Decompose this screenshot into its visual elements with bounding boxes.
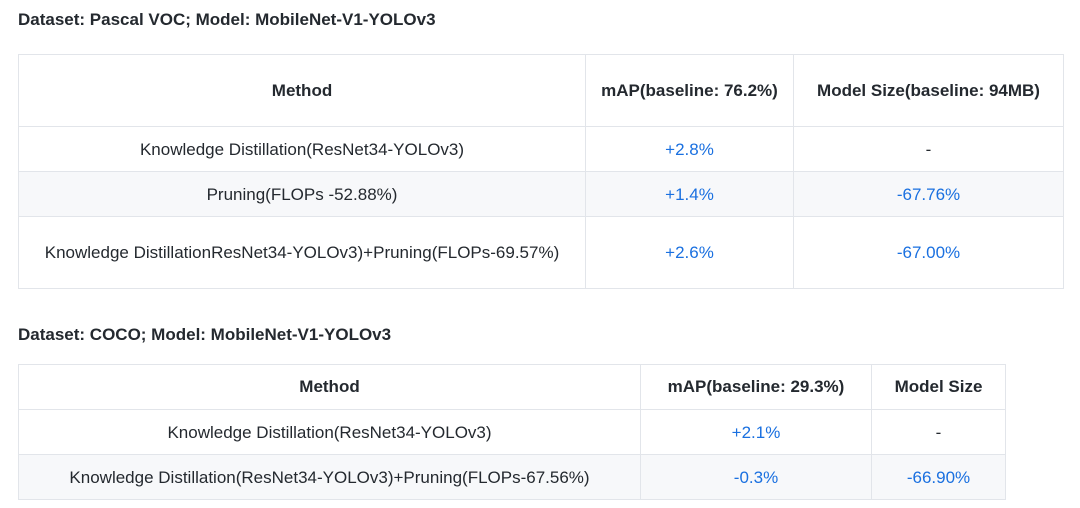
header-row: Method mAP(baseline: 29.3%) Model Size (18, 364, 1006, 410)
method-cell: Knowledge Distillation(ResNet34-YOLOv3) (18, 126, 586, 172)
method-column-header: Method (18, 54, 586, 127)
table-row: Knowledge DistillationResNet34-YOLOv3)+P… (18, 216, 1064, 289)
table-row: Knowledge Distillation(ResNet34-YOLOv3) … (18, 409, 1006, 455)
model-size-value-cell: -67.76% (793, 171, 1064, 217)
model-size-value-cell: -66.90% (871, 454, 1006, 500)
table-row: Knowledge Distillation(ResNet34-YOLOv3)+… (18, 454, 1006, 500)
table-row: Pruning(FLOPs -52.88%) +1.4% -67.76% (18, 171, 1064, 217)
pascal-voc-title: Dataset: Pascal VOC; Model: MobileNet-V1… (18, 10, 436, 29)
method-cell: Pruning(FLOPs -52.88%) (18, 171, 586, 217)
model-size-value-cell: - (871, 409, 1006, 455)
header-row: Method mAP(baseline: 76.2%) Model Size(b… (18, 54, 1064, 127)
method-cell: Knowledge DistillationResNet34-YOLOv3)+P… (18, 216, 586, 289)
results-table-pascal-voc: Method mAP(baseline: 76.2%) Model Size(b… (18, 54, 1064, 289)
coco-title: Dataset: COCO; Model: MobileNet-V1-YOLOv… (18, 325, 392, 344)
map-value-cell: +2.1% (640, 409, 872, 455)
map-value-cell: -0.3% (640, 454, 872, 500)
results-table-coco: Method mAP(baseline: 29.3%) Model Size K… (18, 364, 1006, 500)
model-size-column-header: Model Size (871, 364, 1006, 410)
map-value-cell: +2.6% (585, 216, 794, 289)
map-column-header: mAP(baseline: 76.2%) (585, 54, 794, 127)
method-cell: Knowledge Distillation(ResNet34-YOLOv3) (18, 409, 641, 455)
map-value-cell: +1.4% (585, 171, 794, 217)
model-size-value-cell: - (793, 126, 1064, 172)
method-column-header: Method (18, 364, 641, 410)
coco-section: Dataset: COCO; Model: MobileNet-V1-YOLOv… (18, 325, 1062, 500)
method-cell: Knowledge Distillation(ResNet34-YOLOv3)+… (18, 454, 641, 500)
model-size-column-header: Model Size(baseline: 94MB) (793, 54, 1064, 127)
map-column-header: mAP(baseline: 29.3%) (640, 364, 872, 410)
table-row: Knowledge Distillation(ResNet34-YOLOv3) … (18, 126, 1064, 172)
map-value-cell: +2.8% (585, 126, 794, 172)
model-size-value-cell: -67.00% (793, 216, 1064, 289)
pascal-voc-section: Dataset: Pascal VOC; Model: MobileNet-V1… (18, 10, 1064, 289)
